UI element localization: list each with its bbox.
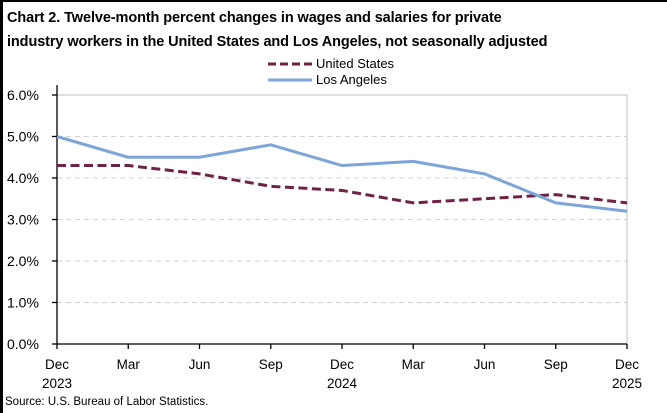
chart-title-line-1: Chart 2. Twelve-month percent changes in… — [7, 10, 502, 26]
x-axis-label-month: Mar — [402, 357, 426, 372]
y-axis-label: 1.0% — [7, 295, 39, 311]
legend-item-united-states: United States — [268, 56, 394, 72]
y-axis-label: 5.0% — [7, 129, 39, 145]
x-axis-label-year: 2023 — [42, 376, 72, 391]
legend: United States Los Angeles — [268, 56, 394, 88]
legend-item-los-angeles: Los Angeles — [268, 72, 394, 88]
la-solid-line-swatch — [268, 78, 312, 82]
y-axis-label: 4.0% — [7, 170, 39, 186]
source-note: Source: U.S. Bureau of Labor Statistics. — [5, 396, 209, 408]
chart-title-line-2: industry workers in the United States an… — [7, 34, 548, 50]
x-axis-label-month: Jun — [189, 357, 211, 372]
y-axis-label: 2.0% — [7, 253, 39, 269]
y-axis-label: 6.0% — [7, 87, 39, 103]
x-axis-label-year: 2024 — [327, 376, 358, 391]
legend-label-united-states: United States — [316, 56, 395, 71]
series-line-los-angeles — [56, 135, 628, 213]
y-axis-label: 0.0% — [7, 336, 39, 352]
x-axis-label-month: Jun — [474, 357, 496, 372]
x-axis-label-month: Dec — [615, 357, 639, 372]
x-axis-label-month: Sep — [259, 357, 283, 372]
x-axis-label-month: Dec — [330, 357, 354, 372]
legend-label-los-angeles: Los Angeles — [316, 72, 387, 87]
x-axis-label-month: Mar — [117, 357, 141, 372]
us-dashed-line-swatch — [268, 62, 312, 66]
x-axis-label-month: Dec — [45, 357, 69, 372]
chart-title: Chart 2. Twelve-month percent changes in… — [7, 6, 665, 54]
x-axis-label-year: 2025 — [612, 376, 642, 391]
y-axis-label: 3.0% — [7, 212, 39, 228]
x-axis-label-month: Sep — [544, 357, 568, 372]
series-line-united-states — [57, 164, 628, 205]
